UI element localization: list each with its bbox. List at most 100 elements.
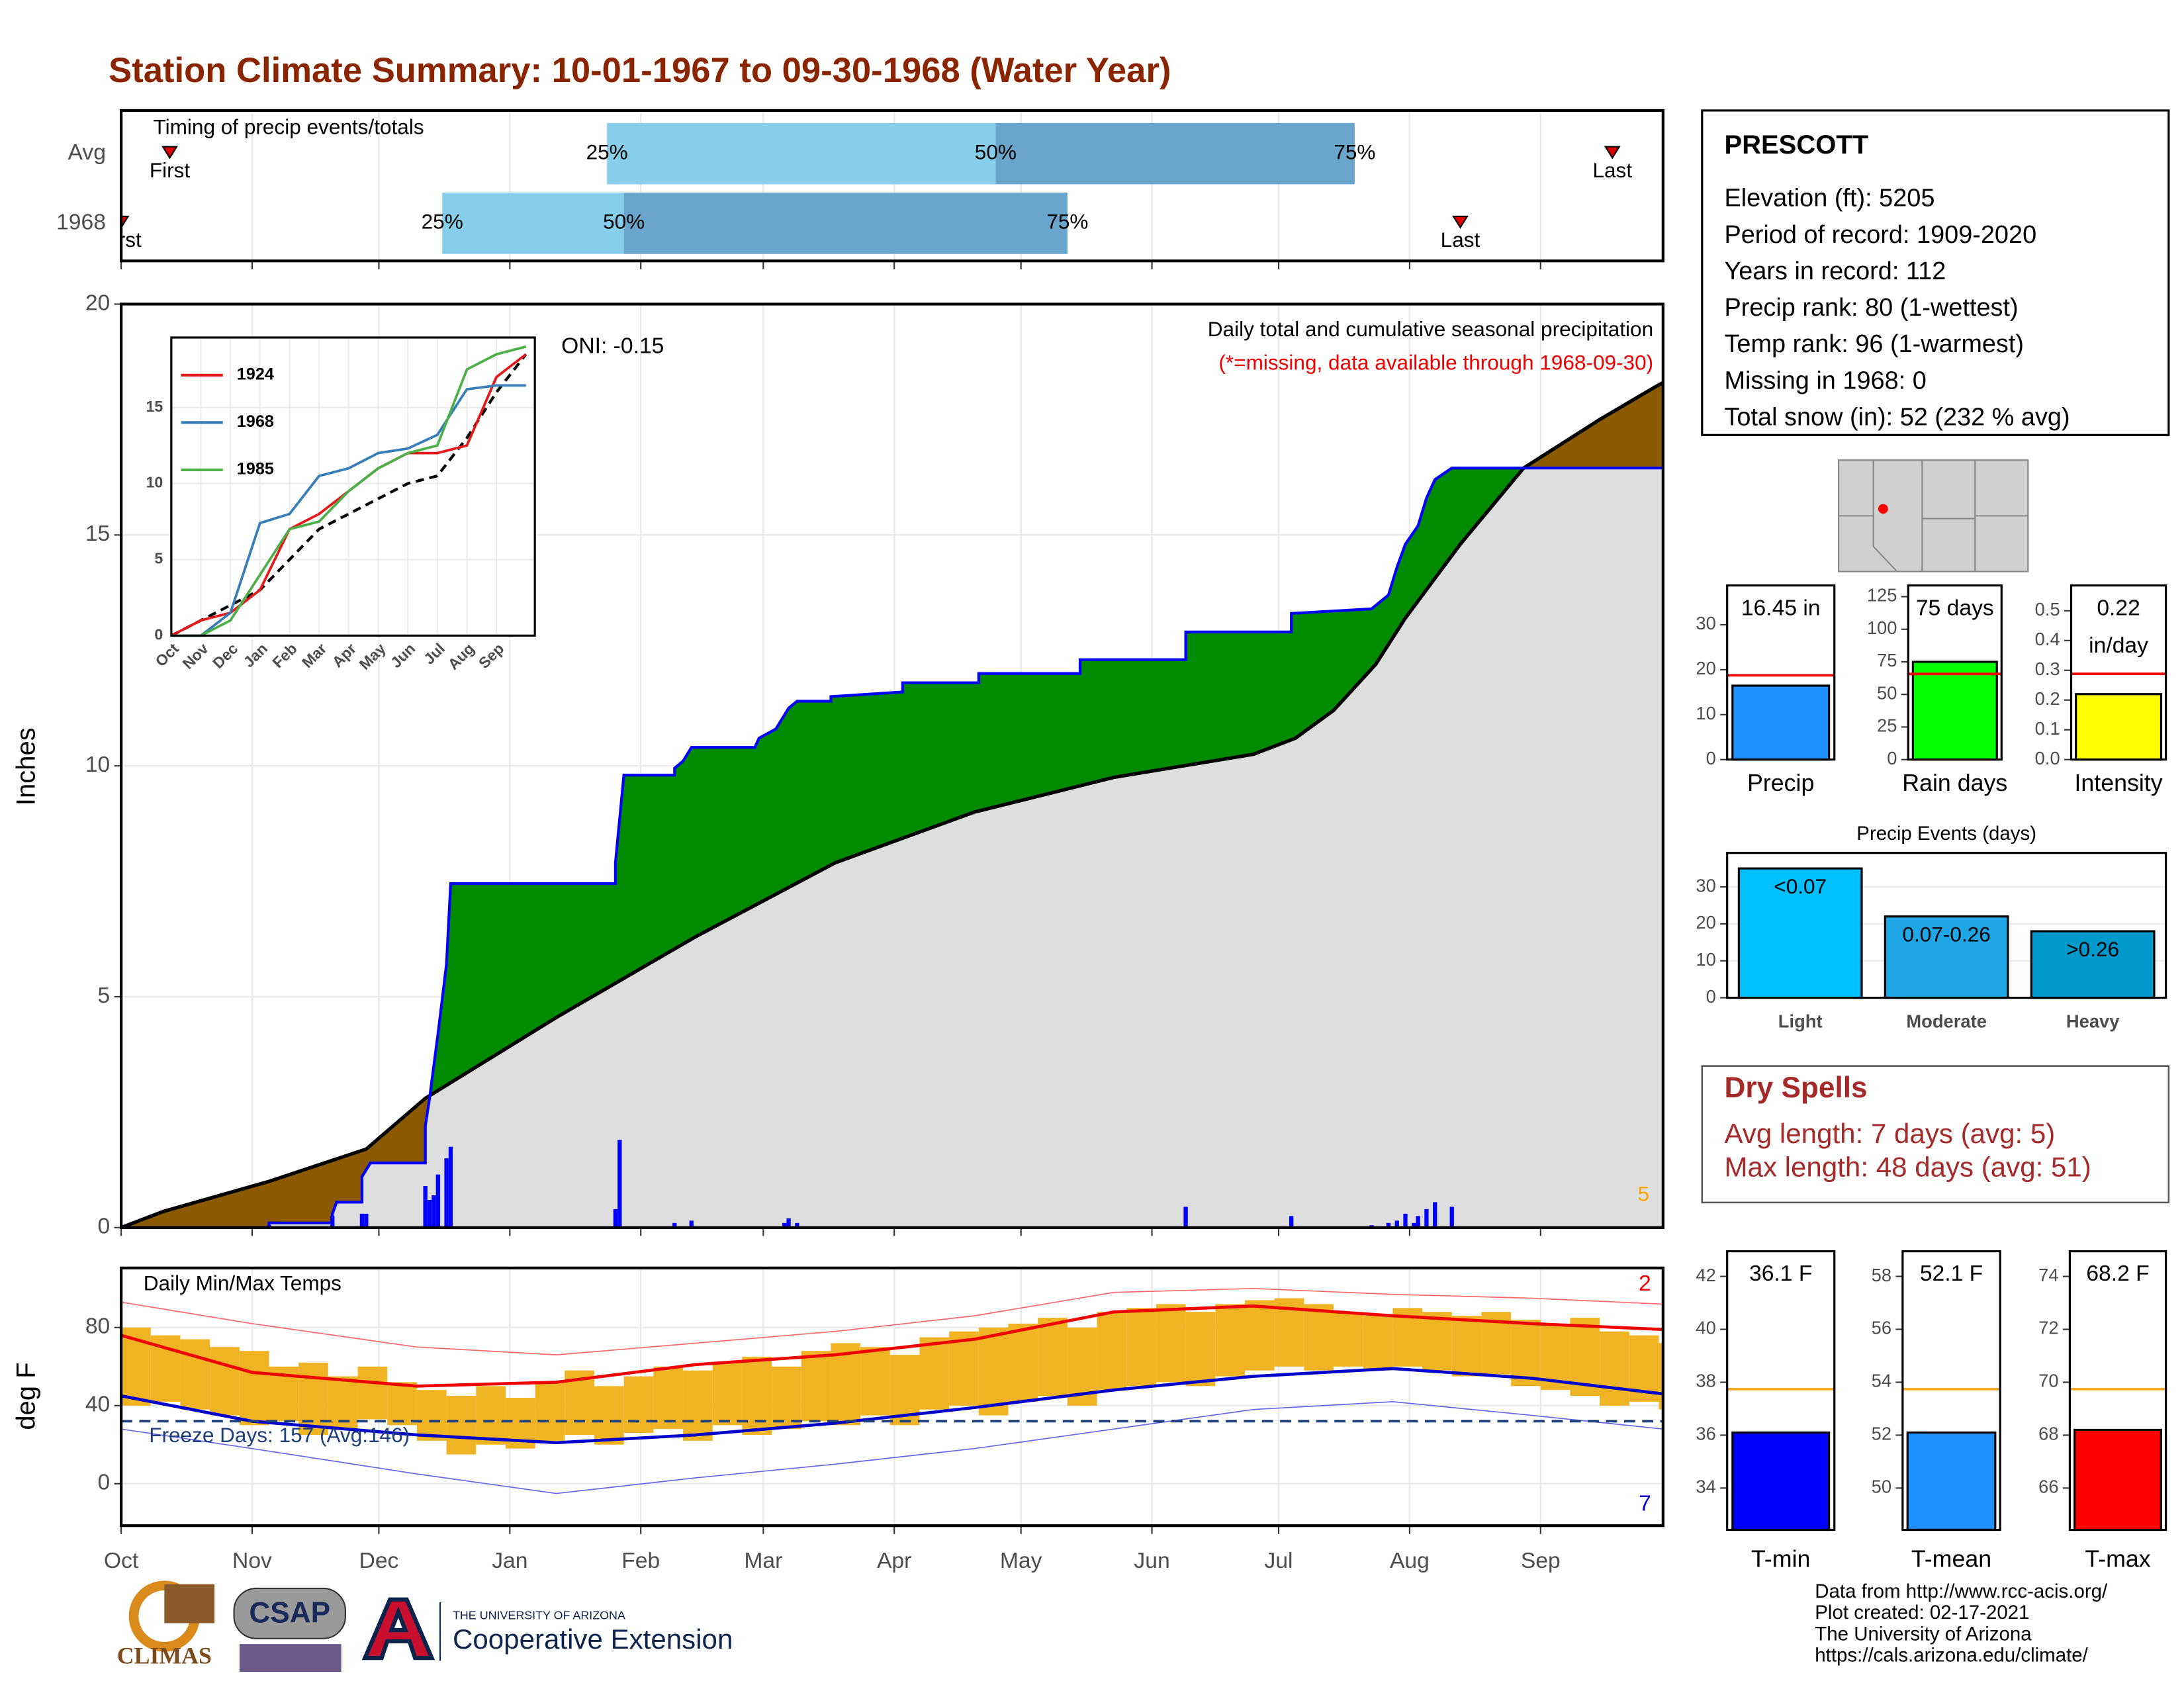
y-tick-label: 0 — [98, 1471, 111, 1495]
daily-temp-bar — [1304, 1304, 1334, 1371]
daily-precip-bar — [1386, 1222, 1391, 1228]
record-max-line — [121, 1287, 1663, 1355]
value-label: 0.22 — [2097, 596, 2140, 620]
event-label: First — [101, 228, 142, 251]
climas-block — [164, 1584, 215, 1623]
record-min-line — [121, 1401, 1663, 1494]
percent-label: 75% — [1046, 210, 1088, 234]
quartile-bar — [623, 193, 1068, 254]
y-tick-label: 125 — [1867, 585, 1897, 606]
y-tick-label: 0 — [154, 625, 163, 643]
y-tick-label: 10 — [1696, 703, 1715, 723]
panel-border — [119, 109, 1664, 263]
daily-precip-bar — [617, 1140, 622, 1228]
row-label: Avg — [68, 140, 106, 165]
y-tick-label: 58 — [1872, 1265, 1891, 1285]
daily-temp-bar — [801, 1351, 831, 1422]
daily-temp-bar — [594, 1386, 624, 1445]
daily-precip-bar — [1394, 1220, 1399, 1228]
daily-temp-bar — [1451, 1316, 1482, 1377]
y-tick-label: 0 — [1706, 986, 1716, 1007]
value-label: 75 days — [1916, 596, 1994, 620]
series-line — [171, 345, 527, 637]
category-label: Precip — [1747, 770, 1814, 796]
x-tick-label: Sep — [1521, 1549, 1561, 1573]
y-tick-label: 20 — [85, 291, 110, 315]
value-label: 68.2 F — [2086, 1261, 2149, 1286]
station-dot — [1878, 504, 1888, 514]
daily-temp-bar — [476, 1386, 506, 1445]
panel-border — [119, 302, 1664, 1229]
daily-precip-bar — [795, 1222, 799, 1228]
percent-label: 25% — [586, 140, 628, 164]
event-label: Last — [1592, 158, 1632, 182]
daily-precip-bar — [1433, 1202, 1437, 1228]
y-tick-label: 50 — [1872, 1477, 1891, 1497]
daily-temp-bar — [1422, 1312, 1452, 1371]
station-box — [1701, 109, 2170, 436]
y-axis-title: deg F — [12, 1362, 41, 1430]
panel-border — [119, 1266, 1664, 1528]
daily-precip-bar — [1424, 1209, 1429, 1228]
unit-label: in/day — [2089, 633, 2148, 658]
event-label: First — [150, 158, 191, 182]
daily-temp-bar — [623, 1376, 654, 1434]
daily-temp-bar — [1185, 1312, 1216, 1387]
station-info: Years in record: 112 — [1724, 257, 1946, 285]
daily-temp-bar — [239, 1351, 269, 1426]
note: (*=missing, data available through 1968-… — [1218, 350, 1653, 374]
value-label: 36.1 F — [1749, 1261, 1812, 1286]
y-tick-label: 72 — [2038, 1318, 2058, 1338]
y-tick-label: 0 — [1887, 748, 1897, 768]
legend-label: 1924 — [237, 365, 274, 383]
percent-label: 50% — [975, 140, 1017, 164]
station-info: Temp rank: 96 (1-warmest) — [1724, 330, 2024, 358]
event-marker — [1604, 146, 1621, 160]
daily-precip-bar — [672, 1222, 677, 1228]
station-info: Missing in 1968: 0 — [1724, 367, 1926, 394]
y-tick-label: 80 — [85, 1314, 110, 1339]
state-map — [1838, 459, 2029, 572]
daily-temp-bar — [978, 1327, 1009, 1416]
event-marker — [121, 215, 130, 229]
daily-temp-bar — [1156, 1304, 1186, 1383]
credit-line: The University of Arizona — [1815, 1623, 2032, 1645]
y-tick-label: 0.4 — [2035, 629, 2060, 649]
category-label: Rain days — [1902, 770, 2007, 796]
plot-border — [1726, 1250, 1836, 1531]
daily-precip-bar — [427, 1199, 432, 1228]
y-tick-label: 70 — [2038, 1371, 2058, 1391]
y-tick-label: 5 — [98, 983, 111, 1008]
y-tick-label: 0.1 — [2035, 718, 2060, 739]
y-tick-label: 0.2 — [2035, 688, 2060, 709]
daily-temp-bar — [416, 1390, 447, 1441]
x-tick-label: Nov — [232, 1549, 272, 1573]
daily-precip-bar — [1183, 1207, 1188, 1228]
category-label: Heavy — [2066, 1011, 2120, 1032]
y-tick-label: 75 — [1877, 650, 1897, 670]
daily-temp-bar — [860, 1347, 890, 1416]
bar — [2075, 693, 2163, 761]
daily-precip-bar — [1289, 1216, 1294, 1228]
daily-temp-bar — [742, 1357, 772, 1436]
dry-spell-box — [1701, 1065, 2170, 1204]
y-tick-label: 10 — [1696, 949, 1715, 970]
credit-line: Plot created: 02-17-2021 — [1815, 1602, 2029, 1623]
ua-logo — [361, 1597, 435, 1661]
y-tick-label: 74 — [2038, 1265, 2058, 1285]
climas-logo-text: CLIMAS — [117, 1642, 212, 1668]
y-tick-label: 40 — [1696, 1318, 1715, 1338]
csap-base — [239, 1644, 341, 1672]
daily-temp-bar — [653, 1366, 684, 1430]
daily-temp-bar — [298, 1362, 328, 1436]
daily-precip-bar — [1449, 1207, 1454, 1228]
y-tick-label: 56 — [1872, 1318, 1891, 1338]
category-label: Light — [1778, 1011, 1823, 1032]
station-info: Precip rank: 80 (1-wettest) — [1724, 294, 2018, 322]
avg-min-line — [121, 1367, 1663, 1445]
bar-label: 0.07-0.26 — [1903, 923, 1991, 946]
chart-title: Precip Events (days) — [1856, 823, 2036, 845]
timing-bars: Timing of precip events/totals 25% 50% 75% F… — [101, 115, 1632, 254]
y-tick-label: 30 — [1696, 613, 1715, 633]
